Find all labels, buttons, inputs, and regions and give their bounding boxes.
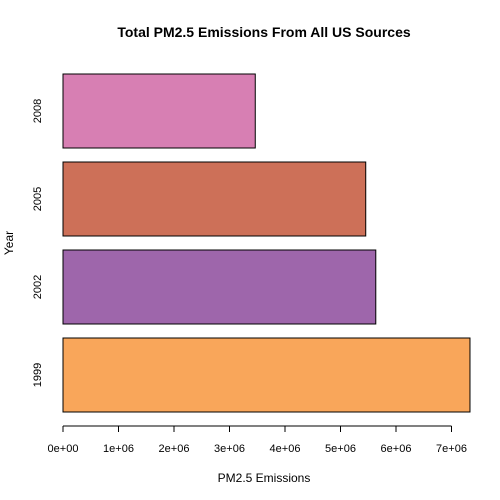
- x-tick-label: 1e+06: [103, 443, 134, 455]
- x-tick-label: 0e+00: [48, 443, 79, 455]
- chart-title: Total PM2.5 Emissions From All US Source…: [117, 24, 411, 40]
- x-tick-label: 2e+06: [159, 443, 190, 455]
- y-tick-labels: 1999 2002 2005 2008: [32, 99, 44, 387]
- x-tick-label: 3e+06: [214, 443, 245, 455]
- y-axis-label: Year: [2, 231, 16, 255]
- x-axis-label: PM2.5 Emissions: [218, 471, 311, 485]
- y-tick-label-2008: 2008: [32, 99, 44, 123]
- x-tick-label: 4e+06: [270, 443, 301, 455]
- bar-1999: [62, 337, 471, 413]
- x-tick-label: 7e+06: [436, 443, 467, 455]
- x-tick-label: 6e+06: [381, 443, 412, 455]
- y-tick-label-1999: 1999: [32, 363, 44, 387]
- bar-2008: [62, 73, 256, 149]
- bar-2005: [62, 161, 367, 237]
- y-tick-label-2002: 2002: [32, 275, 44, 299]
- bar-2002: [62, 249, 377, 325]
- y-tick-label-2005: 2005: [32, 187, 44, 211]
- bars: [62, 73, 471, 413]
- x-tick-label: 5e+06: [325, 443, 356, 455]
- x-axis: 0e+00 1e+06 2e+06 3e+06 4e+06 5e+06 6e+06 7e+06: [48, 425, 467, 455]
